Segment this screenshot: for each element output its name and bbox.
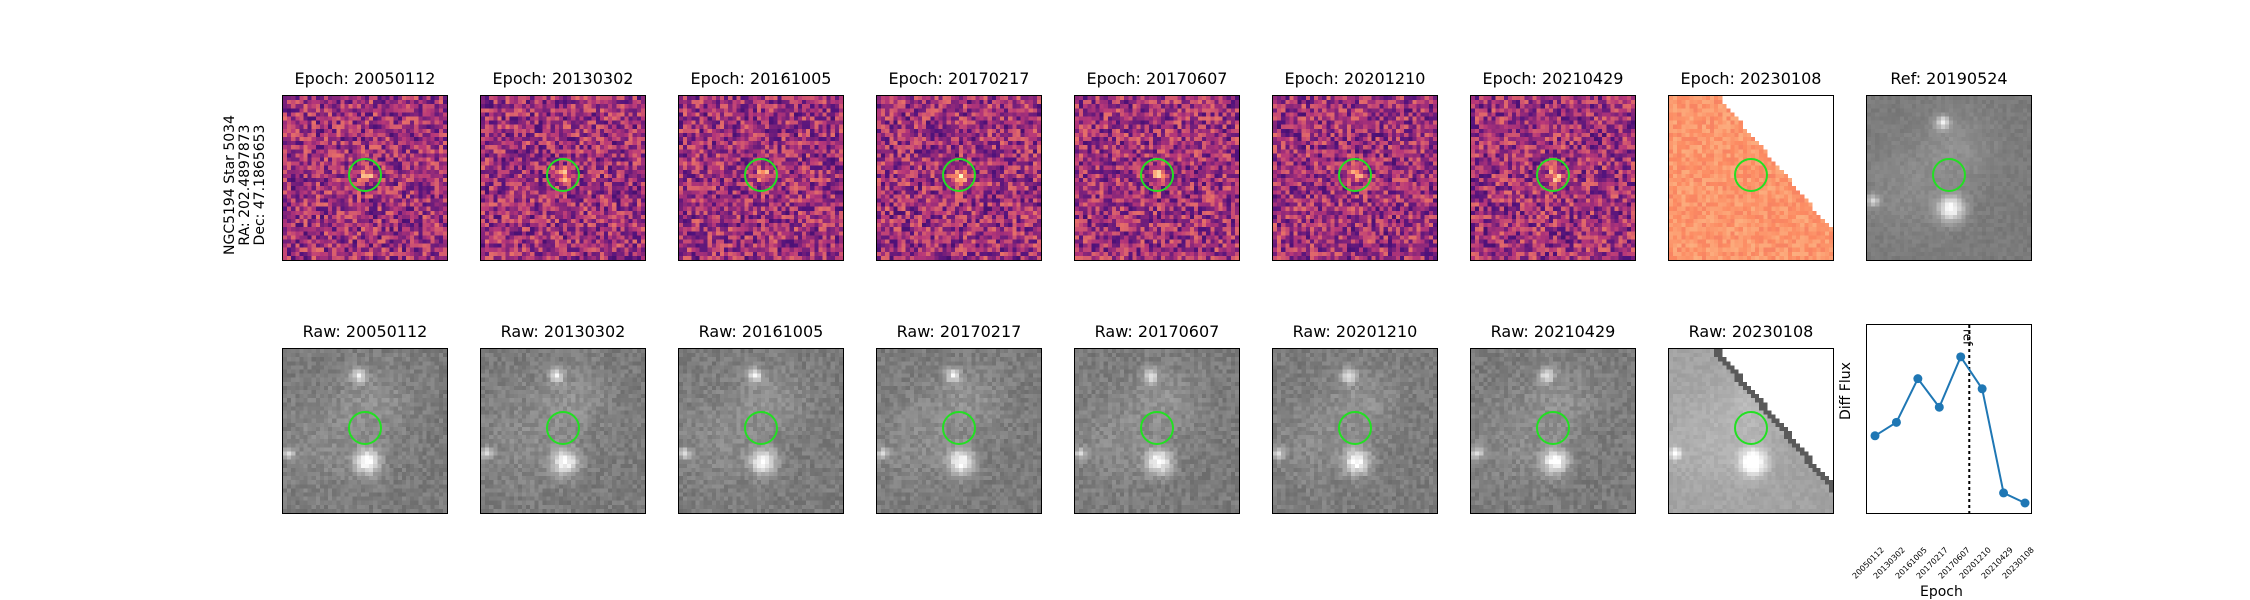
flux-point (1999, 488, 2009, 498)
target-circle (1932, 158, 1966, 192)
x-axis-label: Epoch (1920, 584, 1963, 600)
flux-point (1956, 352, 1966, 362)
epoch-raw-title: Raw: 20170217 (896, 322, 1022, 341)
epoch-diff-title: Epoch: 20210429 (1482, 69, 1624, 88)
flux-point (1934, 402, 1944, 412)
y-axis-label: Diff Flux (1838, 362, 1854, 420)
star-ra: RA: 202.4897873 (237, 124, 253, 246)
epoch-diff-title: Epoch: 20230108 (1680, 69, 1822, 88)
epoch-diff-title: Epoch: 20161005 (690, 69, 832, 88)
epoch-raw-image (282, 348, 448, 514)
epoch-raw-title: Raw: 20050112 (302, 322, 428, 341)
epoch-diff-title: Epoch: 20201210 (1284, 69, 1426, 88)
target-circle (1734, 411, 1768, 445)
ref-title: Ref: 20190524 (1890, 69, 2008, 88)
target-circle (546, 411, 580, 445)
target-circle (1734, 158, 1768, 192)
flux-point (1913, 374, 1923, 384)
epoch-raw-title: Raw: 20130302 (500, 322, 626, 341)
target-circle (348, 158, 382, 192)
target-circle (942, 411, 976, 445)
target-circle (1140, 411, 1174, 445)
epoch-diff-title: Epoch: 20130302 (492, 69, 634, 88)
epoch-diff-title: Epoch: 20050112 (294, 69, 436, 88)
target-circle (1140, 158, 1174, 192)
target-circle (546, 158, 580, 192)
epoch-diff-title: Epoch: 20170607 (1086, 69, 1228, 88)
epoch-diff-image (678, 95, 844, 261)
flux-point (1977, 384, 1987, 394)
target-circle (942, 158, 976, 192)
epoch-raw-title: Raw: 20170607 (1094, 322, 1220, 341)
epoch-raw-title: Raw: 20230108 (1688, 322, 1814, 341)
flux-point (1870, 431, 1880, 441)
star-dec: Dec: 47.1865653 (252, 124, 268, 246)
flux-point (2020, 498, 2030, 508)
star-name: NGC5194 Star 5034 (222, 115, 238, 255)
ref-label: ref (1960, 329, 1974, 346)
target-circle (744, 158, 778, 192)
star-info-label: NGC5194 Star 5034 RA: 202.4897873 Dec: 4… (222, 110, 268, 260)
epoch-diff-title: Epoch: 20170217 (888, 69, 1030, 88)
epoch-raw-image (1074, 348, 1240, 514)
target-circle (1338, 411, 1372, 445)
flux-point (1891, 417, 1901, 427)
target-circle (744, 411, 778, 445)
target-circle (348, 411, 382, 445)
diff-flux-plot: ref (1866, 324, 2032, 514)
epoch-raw-title: Raw: 20210429 (1490, 322, 1616, 341)
epoch-raw-title: Raw: 20161005 (698, 322, 824, 341)
target-circle (1536, 158, 1570, 192)
target-circle (1338, 158, 1372, 192)
epoch-raw-title: Raw: 20201210 (1292, 322, 1418, 341)
flux-line (1874, 354, 2026, 504)
plot-svg: ref (1870, 325, 2030, 513)
target-circle (1536, 411, 1570, 445)
